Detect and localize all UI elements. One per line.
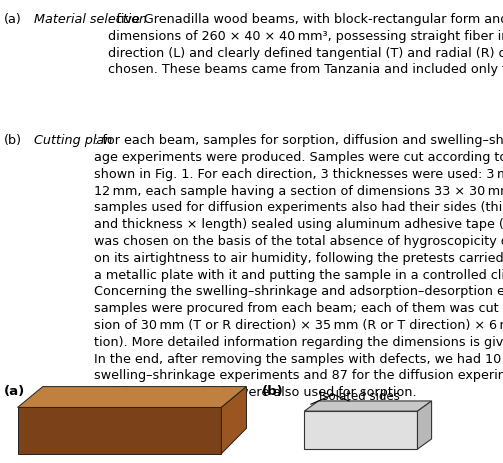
Polygon shape bbox=[304, 411, 417, 449]
Text: : for each beam, samples for sorption, diffusion and swelling–shrink-
age experi: : for each beam, samples for sorption, d… bbox=[94, 134, 503, 399]
Text: (b): (b) bbox=[4, 134, 22, 147]
Text: Isolated sides: Isolated sides bbox=[319, 390, 400, 403]
Polygon shape bbox=[18, 407, 221, 454]
Text: (a): (a) bbox=[4, 13, 22, 26]
Text: : five Grenadilla wood beams, with block-rectangular form and
dimensions of 260 : : five Grenadilla wood beams, with block… bbox=[108, 13, 503, 76]
Text: Material selection: Material selection bbox=[34, 13, 147, 26]
Polygon shape bbox=[221, 387, 246, 454]
Text: (b): (b) bbox=[262, 385, 283, 398]
Polygon shape bbox=[304, 401, 432, 411]
Polygon shape bbox=[18, 387, 246, 407]
Polygon shape bbox=[417, 401, 432, 449]
Text: Cutting plan: Cutting plan bbox=[34, 134, 113, 147]
Text: (a): (a) bbox=[4, 385, 25, 398]
